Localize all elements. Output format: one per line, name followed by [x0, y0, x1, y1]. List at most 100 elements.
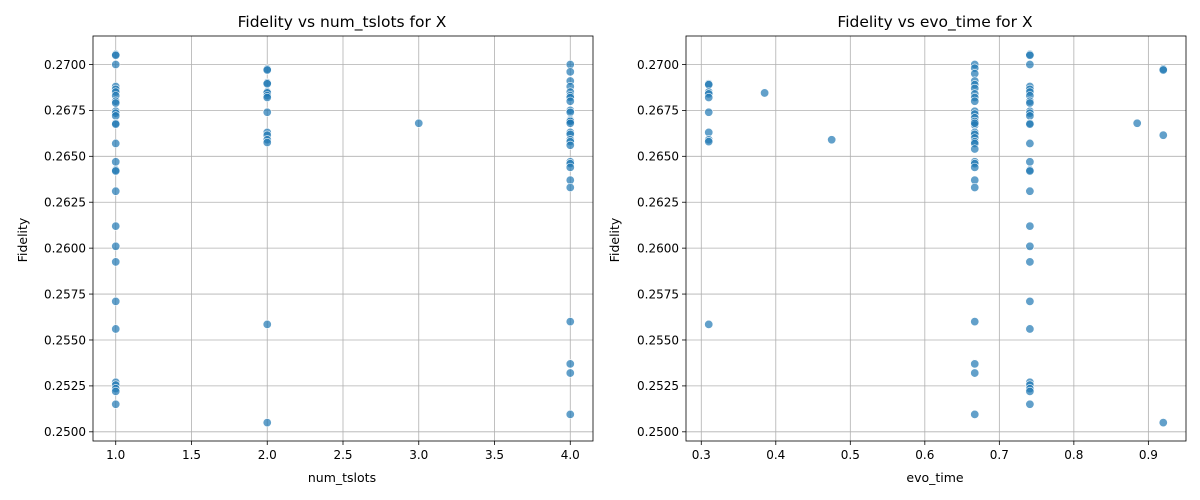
right-data-point [1025, 50, 1035, 60]
right-data-point [1025, 119, 1035, 129]
left-y-tick-label: 0.2500 [44, 425, 86, 439]
left-x-tick-label: 3.5 [485, 448, 504, 462]
left-data-point [565, 140, 575, 150]
right-data-point [1158, 418, 1168, 428]
left-data-point [111, 296, 121, 306]
right-data-point [970, 317, 980, 327]
right-data-point [1025, 157, 1035, 167]
right-data-point [970, 96, 980, 106]
left-y-axis-label: Fidelity [15, 217, 30, 262]
left-y-tick-label: 0.2650 [44, 150, 86, 164]
left-plot-frame [92, 35, 594, 442]
left-data-point [262, 93, 272, 103]
right-x-tick-label: 0.3 [692, 448, 711, 462]
right-data-point [970, 359, 980, 369]
right-grid [686, 36, 1186, 441]
right-y-tick-label: 0.2500 [637, 425, 679, 439]
right-data-point [1025, 399, 1035, 409]
left-data-point [111, 119, 121, 129]
right-y-tick-label: 0.2550 [637, 333, 679, 347]
left-y-tick-label: 0.2575 [44, 287, 86, 301]
left-data-point [565, 368, 575, 378]
right-plot-frame [685, 35, 1187, 442]
left-x-tick-label: 3.0 [409, 448, 428, 462]
left-data-point [565, 67, 575, 77]
right-y-tick-label: 0.2700 [637, 58, 679, 72]
left-data-point [111, 221, 121, 231]
left-x-tick-label: 2.5 [333, 448, 352, 462]
right-x-tick-label: 0.5 [841, 448, 860, 462]
right-scatter-panel: Fidelity vs evo_time for X evo_time Fide… [607, 13, 1187, 485]
right-data-point [970, 118, 980, 128]
left-x-axis-label: num_tslots [308, 470, 376, 485]
left-data-point [111, 324, 121, 334]
left-data-point [262, 107, 272, 117]
right-data-point [1025, 138, 1035, 148]
right-data-point [970, 409, 980, 419]
right-data-point [1025, 166, 1035, 176]
left-data-point [111, 241, 121, 251]
left-x-tick-label: 1.0 [106, 448, 125, 462]
right-x-tick-label: 0.6 [915, 448, 934, 462]
right-y-tick-label: 0.2625 [637, 196, 679, 210]
left-data-point [565, 183, 575, 193]
right-data-point [1158, 65, 1168, 75]
right-data-point [970, 368, 980, 378]
left-ticks: 1.0 1.5 2.0 2.5 3.0 3.5 4.0 0.2500 0.2525 0.2550 0… [44, 58, 580, 462]
right-x-tick-label: 0.9 [1139, 448, 1158, 462]
left-data-point [565, 96, 575, 106]
left-y-tick-label: 0.2675 [44, 104, 86, 118]
right-x-tick-label: 0.7 [990, 448, 1009, 462]
right-data-point [1025, 241, 1035, 251]
left-data-point [111, 399, 121, 409]
left-x-tick-label: 2.0 [258, 448, 277, 462]
right-data-point [760, 88, 770, 98]
left-data-point [565, 162, 575, 172]
right-data-point [970, 183, 980, 193]
right-chart-title: Fidelity vs evo_time for X [837, 13, 1033, 32]
right-data-point [827, 135, 837, 145]
left-data-point [111, 138, 121, 148]
left-y-tick-label: 0.2600 [44, 241, 86, 255]
left-data-point [111, 386, 121, 396]
right-data-point [1025, 296, 1035, 306]
right-y-tick-label: 0.2600 [637, 241, 679, 255]
right-data-point [1158, 130, 1168, 140]
right-data-point [1025, 221, 1035, 231]
left-scatter-panel: Fidelity vs num_tslots for X num_tslots … [15, 13, 594, 485]
left-data-point [111, 157, 121, 167]
left-data-point [262, 418, 272, 428]
right-data-point [704, 319, 714, 329]
right-x-axis-label: evo_time [906, 470, 964, 485]
right-data-point [1025, 59, 1035, 69]
left-data-point [262, 319, 272, 329]
left-data-point [414, 118, 424, 128]
right-data-point [704, 137, 714, 147]
right-data-point [970, 144, 980, 154]
left-data-point [565, 359, 575, 369]
left-grid [93, 36, 593, 441]
left-data-point [565, 409, 575, 419]
left-points [111, 49, 575, 428]
left-data-point [111, 98, 121, 108]
right-points [704, 49, 1168, 428]
right-data-point [1025, 257, 1035, 267]
left-y-tick-label: 0.2525 [44, 379, 86, 393]
left-data-point [111, 186, 121, 196]
left-chart-title: Fidelity vs num_tslots for X [238, 13, 447, 32]
left-y-tick-label: 0.2625 [44, 196, 86, 210]
left-x-tick-label: 1.5 [182, 448, 201, 462]
left-data-point [111, 59, 121, 69]
right-y-tick-label: 0.2650 [637, 150, 679, 164]
right-data-point [970, 162, 980, 172]
left-data-point [111, 166, 121, 176]
left-x-tick-label: 4.0 [561, 448, 580, 462]
left-y-tick-label: 0.2550 [44, 333, 86, 347]
right-x-tick-label: 0.4 [766, 448, 785, 462]
right-y-tick-label: 0.2675 [637, 104, 679, 118]
right-y-tick-label: 0.2525 [637, 379, 679, 393]
right-y-axis-label: Fidelity [607, 217, 622, 262]
right-y-tick-label: 0.2575 [637, 287, 679, 301]
left-data-point [262, 79, 272, 89]
